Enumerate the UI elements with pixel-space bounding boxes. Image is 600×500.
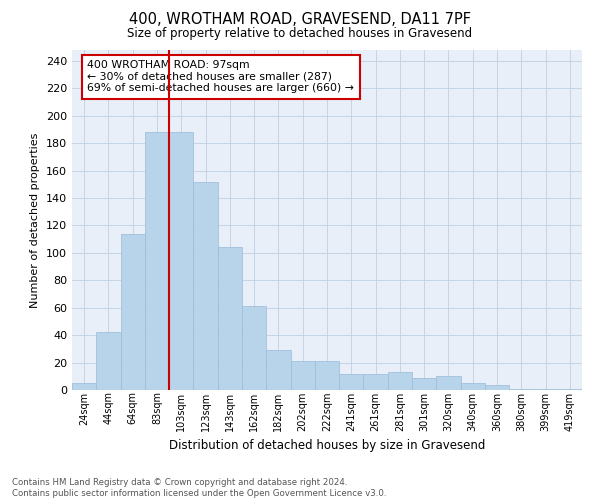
Bar	[388, 372, 412, 390]
Text: 400 WROTHAM ROAD: 97sqm
← 30% of detached houses are smaller (287)
69% of semi-d: 400 WROTHAM ROAD: 97sqm ← 30% of detache…	[88, 60, 354, 94]
Bar	[242, 306, 266, 390]
Bar	[485, 384, 509, 390]
Text: Size of property relative to detached houses in Gravesend: Size of property relative to detached ho…	[127, 28, 473, 40]
Bar	[145, 132, 169, 390]
Bar	[290, 361, 315, 390]
Bar	[315, 361, 339, 390]
Bar	[436, 376, 461, 390]
Bar	[121, 234, 145, 390]
Text: Contains HM Land Registry data © Crown copyright and database right 2024.
Contai: Contains HM Land Registry data © Crown c…	[12, 478, 386, 498]
Bar	[72, 383, 96, 390]
X-axis label: Distribution of detached houses by size in Gravesend: Distribution of detached houses by size …	[169, 439, 485, 452]
Bar	[169, 132, 193, 390]
Bar	[339, 374, 364, 390]
Bar	[218, 248, 242, 390]
Bar	[96, 332, 121, 390]
Text: 400, WROTHAM ROAD, GRAVESEND, DA11 7PF: 400, WROTHAM ROAD, GRAVESEND, DA11 7PF	[129, 12, 471, 28]
Bar	[266, 350, 290, 390]
Bar	[558, 388, 582, 390]
Y-axis label: Number of detached properties: Number of detached properties	[31, 132, 40, 308]
Bar	[412, 378, 436, 390]
Bar	[364, 374, 388, 390]
Bar	[533, 388, 558, 390]
Bar	[509, 388, 533, 390]
Bar	[461, 383, 485, 390]
Bar	[193, 182, 218, 390]
